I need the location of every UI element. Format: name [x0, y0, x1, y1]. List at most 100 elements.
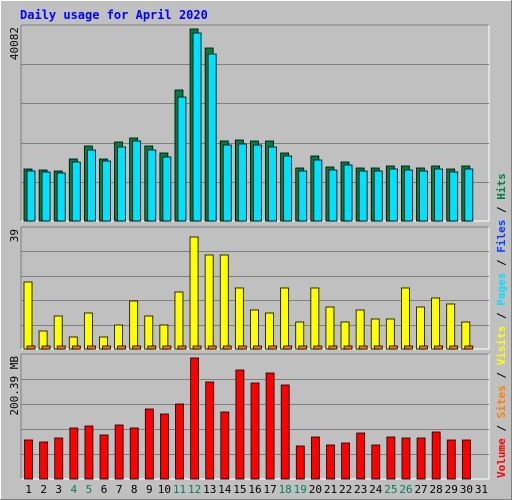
bar-volume-day-24 — [371, 444, 381, 480]
bar-visits-day-28 — [431, 297, 441, 350]
bar-files-day-8 — [132, 140, 142, 222]
bar-visits-day-30 — [461, 321, 471, 350]
x-tick-label: 31 — [475, 483, 488, 496]
bar-volume-day-21 — [326, 444, 335, 480]
x-axis-labels: 1 2 3 4 5 6 7 8 9 10 11 12 13 14 15 16 17 18 19 20 21 22 23 24 2… — [25, 483, 488, 496]
bar-files-day-3 — [56, 172, 66, 222]
x-tick-label: 12 — [188, 483, 201, 496]
bar-files-day-16 — [253, 144, 262, 222]
x-tick-label: 14 — [218, 483, 232, 496]
bar-visits-day-17 — [265, 312, 274, 350]
bar-sites-day-20 — [313, 345, 323, 350]
bar-files-day-24 — [373, 170, 383, 222]
bar-files-day-17 — [268, 146, 277, 222]
bar-sites-day-28 — [434, 345, 444, 350]
bar-visits-day-10 — [159, 324, 169, 350]
x-tick-label: 24 — [369, 483, 383, 496]
bar-files-day-26 — [404, 169, 413, 222]
x-tick-label: 19 — [294, 483, 307, 496]
y-max-label: 40082 — [8, 27, 21, 60]
bar-files-day-1 — [26, 170, 36, 222]
x-tick-label: 26 — [399, 483, 412, 496]
bar-visits-day-21 — [325, 306, 335, 350]
bar-sites-day-7 — [117, 345, 126, 350]
bar-sites-day-6 — [102, 345, 111, 350]
x-tick-label: 21 — [324, 483, 337, 496]
legend-files: Files — [495, 220, 508, 253]
bar-sites-day-25 — [388, 345, 398, 350]
bar-sites-day-4 — [71, 345, 81, 350]
bar-visits-day-26 — [401, 287, 410, 350]
bar-sites-day-16 — [253, 345, 262, 350]
bar-sites-day-29 — [449, 345, 459, 350]
bar-sites-day-23 — [358, 345, 368, 350]
legend-text: Volume / Sites / Visits / Pages / Files … — [495, 173, 508, 478]
bar-files-day-10 — [162, 156, 172, 222]
x-tick-label: 10 — [158, 483, 171, 496]
bar-visits-day-13 — [204, 254, 214, 350]
x-tick-label: 6 — [101, 483, 108, 496]
bar-sites-day-26 — [404, 345, 413, 350]
bar-volume-day-17 — [265, 372, 275, 480]
bar-files-day-21 — [328, 169, 338, 222]
bar-volume-day-28 — [431, 431, 441, 480]
bar-sites-day-9 — [147, 345, 157, 350]
x-tick-label: 20 — [309, 483, 322, 496]
bar-volume-day-6 — [99, 434, 109, 480]
bar-sites-day-22 — [343, 345, 353, 350]
bar-volume-day-10 — [160, 413, 169, 480]
x-tick-label: 5 — [86, 483, 93, 496]
bar-volume-day-20 — [310, 436, 320, 480]
bar-files-day-18 — [283, 155, 293, 222]
bar-files-day-23 — [358, 170, 368, 222]
bar-files-day-2 — [41, 171, 51, 222]
bar-volume-day-3 — [54, 437, 64, 480]
bar-sites-day-5 — [86, 345, 96, 350]
bar-sites-day-1 — [26, 345, 36, 350]
bar-volume-day-23 — [356, 432, 366, 480]
bar-visits-day-25 — [385, 318, 395, 350]
bar-sites-day-27 — [419, 345, 428, 350]
panel-volume: 200.39 MB — [8, 353, 490, 480]
chart-panels: 40082 39 200.39 MB — [8, 24, 490, 480]
bar-volume-day-7 — [114, 424, 124, 480]
bar-volume-day-16 — [250, 382, 260, 480]
bar-sites-day-2 — [41, 345, 51, 350]
bar-visits-day-15 — [234, 287, 244, 350]
bar-visits-day-1 — [23, 281, 33, 350]
x-tick-label: 1 — [25, 483, 32, 496]
bar-volume-day-5 — [84, 425, 94, 480]
bar-sites-day-18 — [283, 345, 293, 350]
bar-visits-day-11 — [174, 291, 184, 350]
panel-hits-files: 40082 — [8, 24, 490, 222]
bar-files-day-25 — [388, 168, 398, 222]
x-tick-label: 25 — [384, 483, 397, 496]
x-tick-label: 9 — [146, 483, 153, 496]
bar-volume-day-2 — [39, 441, 49, 480]
x-tick-label: 17 — [263, 483, 276, 496]
bar-files-day-14 — [222, 144, 232, 222]
bar-volume-day-8 — [129, 427, 139, 480]
legend-visits: Visits — [495, 326, 508, 366]
bar-volume-day-1 — [24, 439, 33, 480]
bar-visits-day-23 — [355, 309, 365, 350]
bar-visits-day-24 — [370, 318, 380, 350]
x-tick-label: 16 — [248, 483, 261, 496]
bar-sites-day-3 — [56, 345, 66, 350]
bar-volume-day-27 — [416, 437, 426, 480]
bar-files-day-5 — [86, 149, 96, 222]
bar-visits-day-19 — [295, 321, 305, 350]
x-tick-label: 2 — [40, 483, 47, 496]
bar-volume-day-4 — [69, 427, 79, 480]
bar-files-day-19 — [298, 170, 308, 222]
x-tick-label: 8 — [131, 483, 138, 496]
bar-volume-day-11 — [175, 403, 184, 480]
x-tick-label: 28 — [430, 483, 443, 496]
panel-visits-sites: 39 — [8, 226, 490, 350]
bar-sites-day-30 — [464, 345, 474, 350]
bar-files-day-29 — [449, 171, 459, 222]
legend-pages: Pages — [495, 273, 508, 306]
bar-sites-day-19 — [298, 345, 308, 350]
bar-volume-day-9 — [144, 408, 154, 480]
